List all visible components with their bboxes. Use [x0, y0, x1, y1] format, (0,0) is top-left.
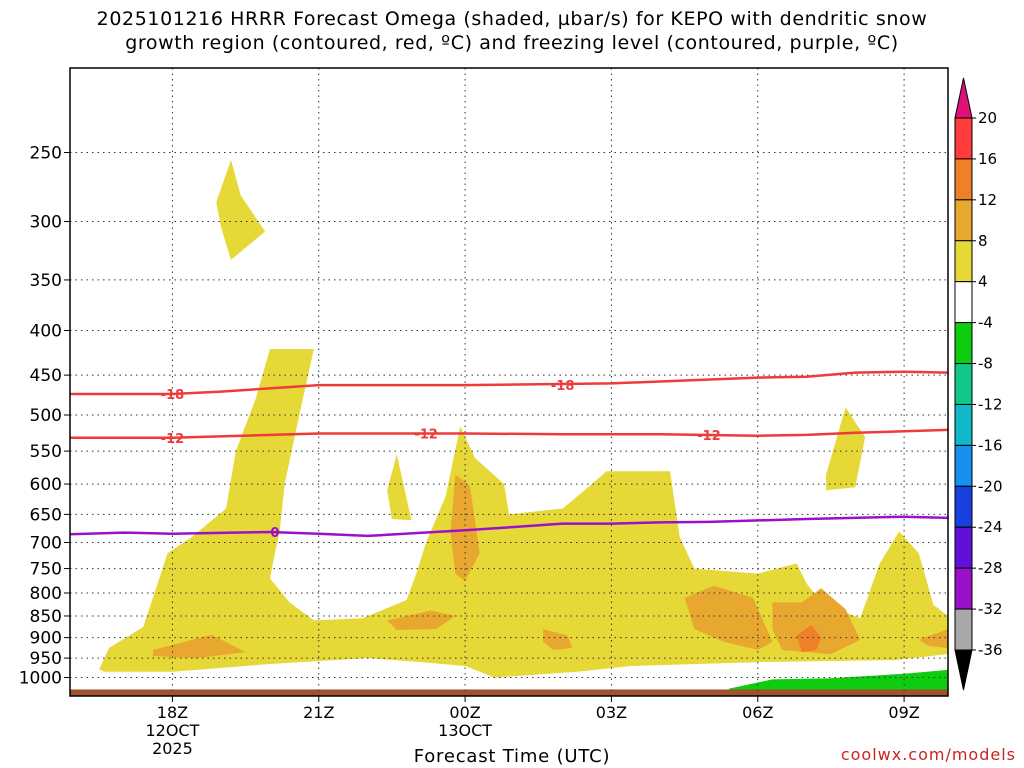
colorbar-label: -24 [978, 518, 1003, 536]
omega-region-positive [796, 624, 822, 653]
colorbar-segment [954, 485, 973, 528]
colorbar-label: -32 [978, 600, 1003, 618]
contour-label: -12 [414, 427, 438, 442]
contour-layer: -18 -18 -12 -12 -12 0 [70, 370, 948, 541]
colorbar-segment [954, 608, 973, 651]
colorbar-segment [954, 240, 973, 283]
x-tick-label: 06Z [742, 703, 773, 722]
y-tick-label: 600 [30, 475, 62, 495]
omega-region-positive [216, 160, 266, 260]
y-tick-label: 850 [30, 607, 62, 627]
y-tick-label: 900 [30, 629, 62, 649]
omega-region-positive [543, 629, 573, 650]
colorbar-label: 20 [978, 109, 997, 127]
colorbar-label: -20 [978, 477, 1003, 495]
colorbar-bottom-triangle [954, 649, 973, 691]
site-credit: coolwx.com/models [840, 745, 1016, 764]
colorbar-segment [954, 117, 973, 160]
colorbar-label: -8 [978, 355, 993, 373]
colorbar-segment [954, 403, 973, 446]
omega-region-positive [684, 585, 773, 650]
x-tick-label: 03Z [596, 703, 627, 722]
contour-label: -12 [697, 429, 721, 444]
surface-layer [70, 689, 948, 696]
colorbar-label: -16 [978, 436, 1003, 454]
y-tick-label: 450 [30, 366, 62, 386]
y-tick-label: 400 [30, 322, 62, 342]
colorbar-segment [954, 444, 973, 487]
colorbar-top-triangle [954, 77, 973, 119]
colorbar-segment [954, 526, 973, 569]
colorbar-segment [954, 363, 973, 405]
chart-title-line-2: growth region (contoured, red, ºC) and f… [125, 32, 899, 54]
chart-title-line-1: 2025101216 HRRR Forecast Omega (shaded, … [96, 8, 928, 30]
y-tick-label: 250 [30, 144, 62, 164]
y-tick-label: 1000 [19, 669, 62, 689]
colorbar-label: -36 [978, 641, 1003, 659]
y-tick-label: 550 [30, 442, 62, 462]
x-axis-title: Forecast Time (UTC) [413, 746, 611, 767]
y-axis: 2503003504004505005506006507007508008509… [19, 144, 70, 689]
x-tick-label: 00Z [449, 703, 480, 722]
y-tick-label: 800 [30, 584, 62, 604]
colorbar-label: -28 [978, 559, 1003, 577]
omega-region-positive [450, 474, 480, 581]
contour-label: 0 [270, 526, 279, 541]
colorbar-segment [954, 322, 973, 365]
y-tick-label: 950 [30, 649, 62, 669]
colorbar-label: 4 [978, 273, 988, 291]
y-tick-label: 500 [30, 406, 62, 426]
colorbar-label: 8 [978, 232, 988, 250]
colorbar-segment [954, 158, 973, 201]
plot-frame [69, 67, 949, 697]
ground-surface [70, 689, 948, 696]
colorbar-label: -12 [978, 395, 1003, 413]
x-tick-label: 2025 [152, 739, 193, 758]
contour-line--12 [70, 428, 948, 440]
colorbar-label: 12 [978, 191, 997, 209]
colorbar-segment [954, 567, 973, 610]
omega-region-positive [152, 634, 246, 659]
omega-region-positive [918, 629, 948, 648]
y-tick-label: 350 [30, 271, 62, 291]
y-tick-label: 650 [30, 505, 62, 525]
colorbar: 20 16 12 8 4 -4 -8 -12 -16 -20 -24 -28 -32 -36 [954, 77, 1003, 691]
colorbar-segment [954, 199, 973, 242]
contour-line--18 [70, 370, 948, 396]
omega-region-positive [387, 610, 456, 630]
x-tick-label: 21Z [303, 703, 334, 722]
y-tick-label: 700 [30, 533, 62, 553]
omega-shading-layer [99, 160, 948, 693]
x-tick-label: 12OCT [145, 721, 199, 740]
omega-region-negative [728, 669, 948, 693]
contour-label: -18 [551, 379, 575, 394]
colorbar-segment [954, 281, 973, 324]
x-tick-label: 09Z [888, 703, 919, 722]
grid-layer [70, 68, 948, 696]
omega-region-positive [772, 588, 861, 655]
omega-region-positive [387, 454, 412, 521]
contour-label: -18 [161, 388, 185, 403]
x-tick-label: 13OCT [438, 721, 492, 740]
y-tick-label: 750 [30, 560, 62, 580]
x-tick-label: 18Z [157, 703, 188, 722]
contour-line-0 [70, 515, 948, 538]
omega-region-positive [826, 407, 866, 491]
contour-label: -12 [161, 432, 185, 447]
colorbar-label: 16 [978, 150, 997, 168]
y-tick-label: 300 [30, 213, 62, 233]
colorbar-label: -4 [978, 314, 993, 332]
